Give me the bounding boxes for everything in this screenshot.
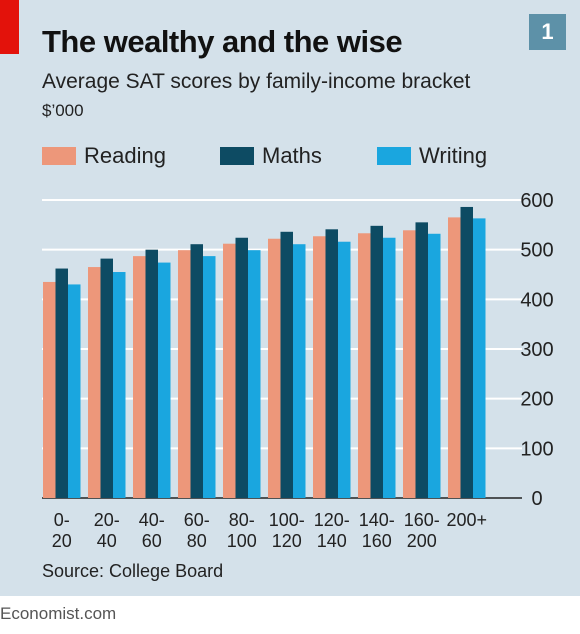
legend-swatch-reading xyxy=(42,147,76,165)
chart-title: The wealthy and the wise xyxy=(42,24,403,59)
bar-writing-200+ xyxy=(473,218,486,499)
x-tick-label: 100-120 xyxy=(269,510,305,551)
bar-reading-20-40 xyxy=(88,267,101,498)
bar-maths-80-100 xyxy=(235,237,248,498)
bar-maths-20-40 xyxy=(100,258,113,498)
legend-label-writing: Writing xyxy=(419,143,488,168)
bar-maths-140-160 xyxy=(370,225,383,498)
category-unit: $’000 xyxy=(42,101,84,120)
legend-item-maths: Maths xyxy=(220,143,322,169)
x-tick-label: 140-160 xyxy=(359,510,395,551)
bar-reading-80-100 xyxy=(223,243,236,498)
x-tick-label: 40-60 xyxy=(139,510,165,551)
y-tick-label: 200 xyxy=(520,389,553,411)
bar-writing-160-200 xyxy=(428,233,441,499)
y-tick-label: 400 xyxy=(520,289,553,311)
bar-reading-60-80 xyxy=(178,250,191,498)
bar-maths-120-140 xyxy=(325,229,338,498)
bar-reading-200+ xyxy=(448,217,461,498)
brand-red-tab xyxy=(0,0,19,54)
x-tick-label: 80-100 xyxy=(227,510,257,551)
x-tick-label: 0-20 xyxy=(52,510,72,551)
y-tick-label: 0 xyxy=(531,488,542,510)
bar-reading-160-200 xyxy=(403,230,416,498)
chart-subtitle: Average SAT scores by family-income brac… xyxy=(42,70,471,93)
bar-writing-120-140 xyxy=(338,241,351,498)
bar-maths-100-120 xyxy=(280,231,293,498)
bar-reading-100-120 xyxy=(268,238,281,499)
bar-writing-60-80 xyxy=(203,256,216,498)
bar-maths-60-80 xyxy=(190,244,203,498)
x-tick-label: 60-80 xyxy=(184,510,210,551)
publisher-footer: Economist.com xyxy=(0,604,117,623)
y-tick-label: 300 xyxy=(520,339,553,361)
x-tick-label: 160-200 xyxy=(404,510,440,551)
bar-writing-0-20 xyxy=(68,284,81,498)
x-tick-label: 120-140 xyxy=(314,510,350,551)
chart-number-badge: 1 xyxy=(529,14,566,50)
bar-reading-140-160 xyxy=(358,233,371,498)
legend-swatch-maths xyxy=(220,147,254,165)
bar-writing-100-120 xyxy=(293,244,306,498)
bar-maths-0-20 xyxy=(55,268,68,498)
legend-label-maths: Maths xyxy=(262,143,322,168)
source-note: Source: College Board xyxy=(42,561,224,581)
bar-writing-20-40 xyxy=(113,272,126,498)
legend: Reading Maths Writing xyxy=(42,143,580,173)
bar-maths-40-60 xyxy=(145,249,158,498)
x-tick-label: 200+ xyxy=(446,510,487,530)
bar-maths-160-200 xyxy=(415,222,428,498)
bar-reading-40-60 xyxy=(133,256,146,498)
bar-writing-140-160 xyxy=(383,237,396,498)
x-tick-label: 20-40 xyxy=(94,510,120,551)
y-tick-label: 600 xyxy=(520,190,553,212)
legend-item-reading: Reading xyxy=(42,143,166,169)
bar-writing-40-60 xyxy=(158,262,171,498)
legend-swatch-writing xyxy=(377,147,411,165)
y-tick-label: 100 xyxy=(520,438,553,460)
bar-maths-200+ xyxy=(460,206,473,498)
bar-reading-120-140 xyxy=(313,236,326,499)
legend-label-reading: Reading xyxy=(84,143,166,168)
bar-writing-80-100 xyxy=(248,250,261,498)
bar-chart: 0-2020-4040-6060-8080-100100-120120-1401… xyxy=(42,190,554,551)
y-tick-label: 500 xyxy=(520,240,553,262)
bar-reading-0-20 xyxy=(43,281,56,498)
legend-item-writing: Writing xyxy=(377,143,487,169)
